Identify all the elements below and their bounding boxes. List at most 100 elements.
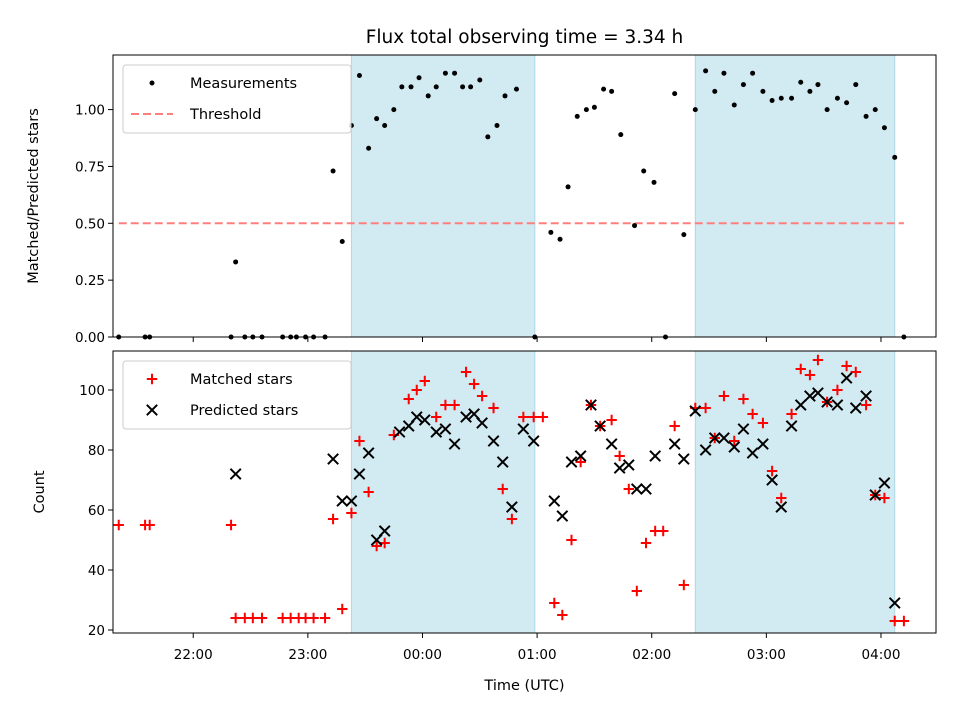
data-point [549, 597, 560, 609]
data-point [651, 179, 657, 185]
y-tick-label: 40 [88, 563, 105, 579]
data-point [721, 70, 727, 76]
data-point [433, 84, 439, 90]
y-tick-label: 60 [88, 503, 105, 519]
x-tick-label: 23:00 [288, 647, 327, 663]
data-point [575, 456, 586, 468]
data-point [353, 468, 366, 480]
data-point [677, 453, 690, 465]
data-point [640, 483, 652, 495]
data-point [468, 84, 474, 90]
data-point [506, 513, 518, 525]
data-point [548, 495, 561, 507]
x-tick-label: 03:00 [747, 647, 786, 663]
data-point [399, 84, 405, 90]
shaded-region [350, 350, 536, 634]
data-point [879, 492, 890, 504]
data-point [849, 402, 862, 414]
data-point [346, 507, 357, 519]
data-point [308, 612, 319, 624]
shaded-region [350, 54, 536, 338]
data-point [699, 444, 712, 456]
data-point [408, 84, 414, 90]
x-tick-label: 04:00 [862, 647, 901, 663]
top-y-axis-label: Matched/Predicted stars [26, 108, 42, 284]
legend: Measurements Threshold [122, 64, 352, 134]
data-point [585, 399, 597, 411]
data-point [452, 70, 458, 76]
data-point [566, 534, 577, 546]
data-point [527, 435, 540, 447]
plot-frame [112, 54, 937, 338]
data-point [556, 510, 569, 522]
data-point [448, 438, 461, 450]
data-point [623, 483, 635, 495]
data-point [794, 399, 807, 411]
data-point [327, 453, 339, 465]
data-point [233, 259, 239, 265]
data-point [703, 68, 709, 74]
data-point [731, 102, 737, 108]
data-point [618, 132, 624, 138]
data-point [740, 82, 746, 88]
data-point [565, 456, 578, 468]
data-point [337, 603, 348, 615]
data-point [860, 399, 872, 411]
legend-marker [146, 373, 158, 385]
data-point [363, 486, 374, 498]
x-tick-label: 22:00 [174, 647, 213, 663]
x-axis-label: Time (UTC) [483, 678, 564, 694]
bottom-panel: 20 40 60 80 100 22:00 23:00 00:00 01:00 02:00 03:0… [79, 350, 937, 663]
data-point [591, 104, 597, 110]
data-point [460, 84, 466, 90]
data-point [747, 408, 758, 420]
data-point [785, 420, 798, 432]
y-tick-label: 100 [79, 383, 105, 399]
data-point [557, 236, 563, 242]
data-point [339, 238, 345, 244]
data-point [485, 134, 491, 140]
data-point [649, 450, 662, 462]
data-point [574, 450, 587, 462]
data-point [425, 93, 431, 99]
chart-title: Flux total observing time = 3.34 h [366, 27, 684, 48]
data-point [601, 86, 607, 92]
data-point [622, 459, 635, 471]
legend-box [122, 360, 352, 430]
data-point [391, 107, 397, 113]
data-point [776, 492, 787, 504]
data-point [557, 609, 568, 621]
data-point [678, 579, 690, 591]
data-point [812, 387, 824, 399]
data-point [892, 154, 898, 160]
data-point [345, 495, 358, 507]
data-point [419, 375, 430, 387]
data-point [831, 399, 844, 411]
data-point [750, 70, 756, 76]
data-point [477, 77, 483, 83]
data-point [757, 417, 769, 429]
bottom-y-axis-label: Count [32, 470, 48, 513]
data-point [789, 95, 795, 101]
data-point [775, 501, 788, 513]
data-point [393, 426, 406, 438]
data-point [113, 519, 124, 531]
y-tick-label: 0.00 [75, 330, 105, 346]
data-point [889, 615, 900, 627]
data-point [869, 489, 882, 501]
data-point [403, 393, 414, 405]
data-point [336, 495, 349, 507]
data-point [362, 447, 375, 459]
data-point [144, 519, 155, 531]
data-point [431, 411, 442, 423]
data-point [613, 462, 626, 474]
data-point [712, 88, 718, 94]
data-point [728, 441, 741, 453]
data-point [609, 88, 615, 94]
data-point [528, 411, 539, 423]
data-point [327, 513, 339, 525]
data-point [718, 390, 730, 402]
data-point [737, 423, 750, 435]
data-point [411, 384, 422, 396]
